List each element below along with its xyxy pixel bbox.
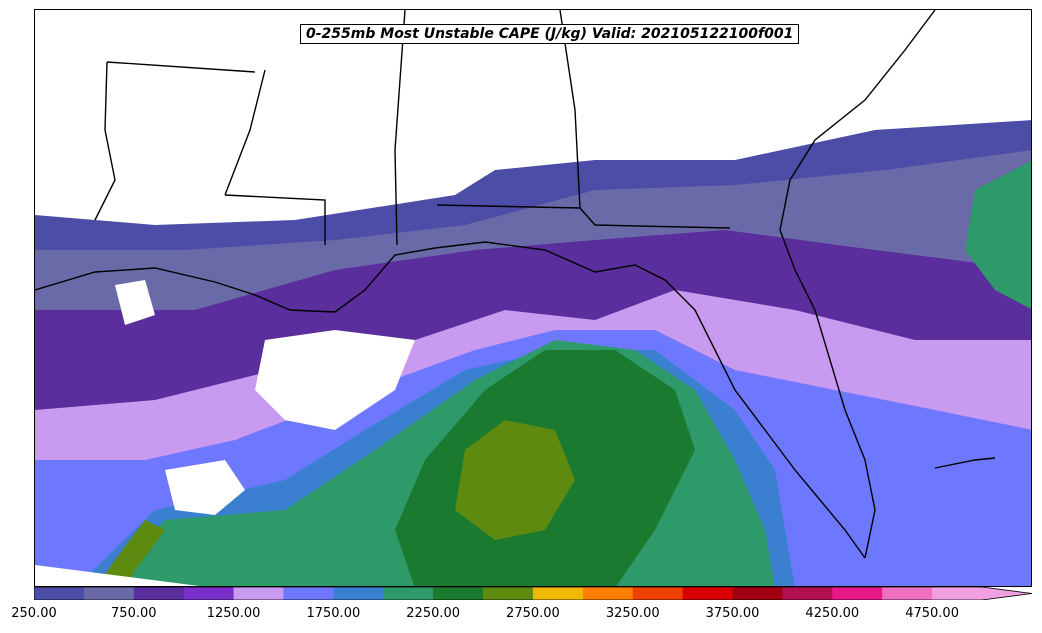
colorbar-segment bbox=[483, 587, 534, 600]
no-shade-gap-3 bbox=[115, 280, 155, 325]
colorbar-segment bbox=[782, 587, 833, 600]
colorbar-tick-label: 3750.00 bbox=[705, 606, 760, 621]
colorbar-segment bbox=[532, 587, 584, 600]
colorbar-segment bbox=[882, 587, 933, 600]
colorbar-tick-label: 750.00 bbox=[111, 606, 157, 621]
cuba-coast bbox=[934, 457, 996, 469]
colorbar-segment bbox=[333, 587, 384, 600]
florida-east-coast bbox=[779, 229, 876, 559]
cape-map bbox=[35, 10, 1031, 586]
state-border-4 bbox=[436, 204, 731, 229]
colorbar-outline bbox=[34, 587, 1032, 600]
colorbar-segment bbox=[133, 587, 185, 600]
colorbar-segment bbox=[682, 587, 734, 600]
no-shade-gap-2 bbox=[165, 460, 245, 515]
colorbar-segment bbox=[433, 587, 484, 600]
colorbar-tick-label: 2250.00 bbox=[406, 606, 461, 621]
map-panel: 0-255mb Most Unstable CAPE (J/kg) Valid:… bbox=[34, 9, 1032, 587]
no-shade-gap-1 bbox=[255, 330, 415, 430]
colorbar-tick-label: 250.00 bbox=[11, 606, 57, 621]
state-border-1 bbox=[106, 61, 256, 73]
atlantic-coastline bbox=[779, 10, 936, 231]
colorbar-segment bbox=[582, 587, 634, 600]
colorbar-segment bbox=[383, 587, 434, 600]
colorbar-segment bbox=[732, 587, 783, 600]
colorbar-segment bbox=[832, 587, 883, 600]
colorbar-segment bbox=[34, 587, 85, 600]
colorbar-tick-label: 3250.00 bbox=[605, 606, 660, 621]
cape-region-southwest bbox=[96, 520, 165, 586]
colorbar-tick-label: 1250.00 bbox=[206, 606, 261, 621]
colorbar-tick-label: 4250.00 bbox=[805, 606, 860, 621]
state-border-2 bbox=[224, 194, 326, 245]
state-border-7 bbox=[224, 69, 266, 196]
cape-fill-layers bbox=[35, 120, 1031, 586]
colorbar-segment bbox=[283, 587, 334, 600]
colorbar-segment bbox=[183, 587, 235, 600]
colorbar-segment bbox=[233, 587, 284, 600]
colorbar-segment bbox=[83, 587, 135, 600]
map-title: 0-255mb Most Unstable CAPE (J/kg) Valid:… bbox=[300, 24, 800, 44]
colorbar-extend-arrow bbox=[982, 587, 1032, 600]
colorbar-segment bbox=[932, 587, 983, 600]
colorbar-tick-label: 4750.00 bbox=[905, 606, 959, 621]
state-border-6 bbox=[94, 61, 116, 221]
colorbar-tick-label: 1750.00 bbox=[306, 606, 361, 621]
boundaries bbox=[35, 10, 996, 559]
colorbar-tick-label: 2750.00 bbox=[506, 606, 560, 621]
colorbar bbox=[34, 587, 1032, 600]
gulf-coastline bbox=[35, 241, 866, 559]
cape-region-2500 bbox=[455, 420, 575, 540]
cape-region-east-atlantic bbox=[965, 161, 1031, 309]
colorbar-segment bbox=[632, 587, 684, 600]
state-border-3 bbox=[394, 10, 406, 246]
